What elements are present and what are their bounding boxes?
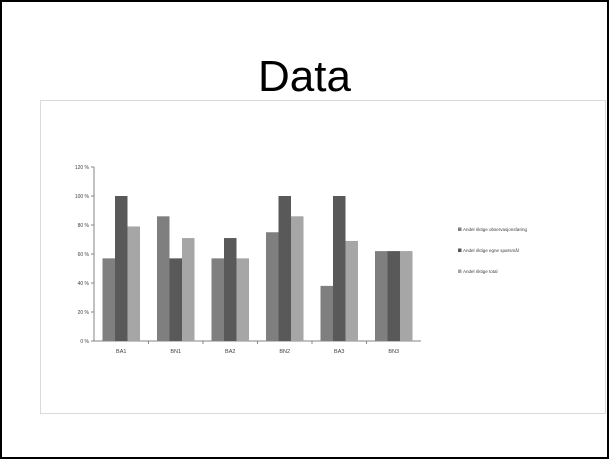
bar-chart: 0 % 20 % 40 % 60 % 80 % 100 % 120 % BA1 BN1 BA2 BN… (75, 165, 528, 355)
bar-bn1-series-3 (182, 238, 195, 341)
x-tick-label: BA1 (116, 349, 126, 355)
bar-bn2-series-1 (266, 232, 279, 341)
y-tick-label: 20 % (78, 310, 90, 316)
legend-label: Andel riktige total (463, 269, 498, 274)
bar-bn1-series-1 (157, 216, 170, 341)
bar-bn3-series-2 (387, 251, 400, 341)
bar-ba2-series-1 (211, 258, 224, 341)
legend-swatch (458, 269, 462, 273)
chart-axes: 0 % 20 % 40 % 60 % 80 % 100 % 120 % BA1 BN1 BA2 BN… (75, 165, 421, 355)
bar-bn2-series-3 (291, 216, 304, 341)
x-tick-label: BA2 (225, 349, 235, 355)
legend-label: Andel riktige egne spørsmål (463, 247, 519, 253)
bar-bn3-series-1 (375, 251, 388, 341)
bar-ba3-series-2 (333, 196, 346, 341)
y-tick-label: 40 % (78, 281, 90, 287)
chart-frame: 0 % 20 % 40 % 60 % 80 % 100 % 120 % BA1 BN1 BA2 BN… (40, 100, 606, 414)
bar-ba2-series-2 (224, 238, 237, 341)
bar-ba3-series-3 (345, 240, 358, 341)
y-tick-label: 120 % (75, 165, 90, 171)
x-tick-label: BN3 (388, 349, 399, 355)
legend-swatch (458, 227, 462, 231)
bar-ba1-series-1 (102, 258, 115, 341)
x-tick-label: BN2 (279, 349, 290, 355)
bar-bn2-series-2 (278, 196, 291, 341)
y-tick-label: 80 % (78, 223, 90, 229)
x-tick-label: BA3 (334, 349, 344, 355)
slide-title: Data (258, 52, 351, 101)
bar-ba1-series-2 (115, 196, 128, 341)
bar-bn3-series-3 (400, 251, 413, 341)
y-tick-label: 0 % (80, 339, 89, 345)
bar-ba2-series-3 (236, 258, 249, 341)
y-tick-label: 60 % (78, 252, 90, 258)
bar-ba3-series-1 (320, 285, 333, 341)
x-tick-label: BN1 (170, 349, 181, 355)
bar-ba1-series-3 (127, 226, 140, 341)
legend-label: Andel riktige observasjonsføring (463, 227, 528, 232)
chart-bars (102, 196, 413, 341)
legend-swatch (458, 248, 462, 252)
bar-bn1-series-2 (169, 258, 182, 341)
chart-legend: Andel riktige observasjonsføring Andel ri… (458, 227, 528, 274)
y-tick-label: 100 % (75, 194, 90, 200)
